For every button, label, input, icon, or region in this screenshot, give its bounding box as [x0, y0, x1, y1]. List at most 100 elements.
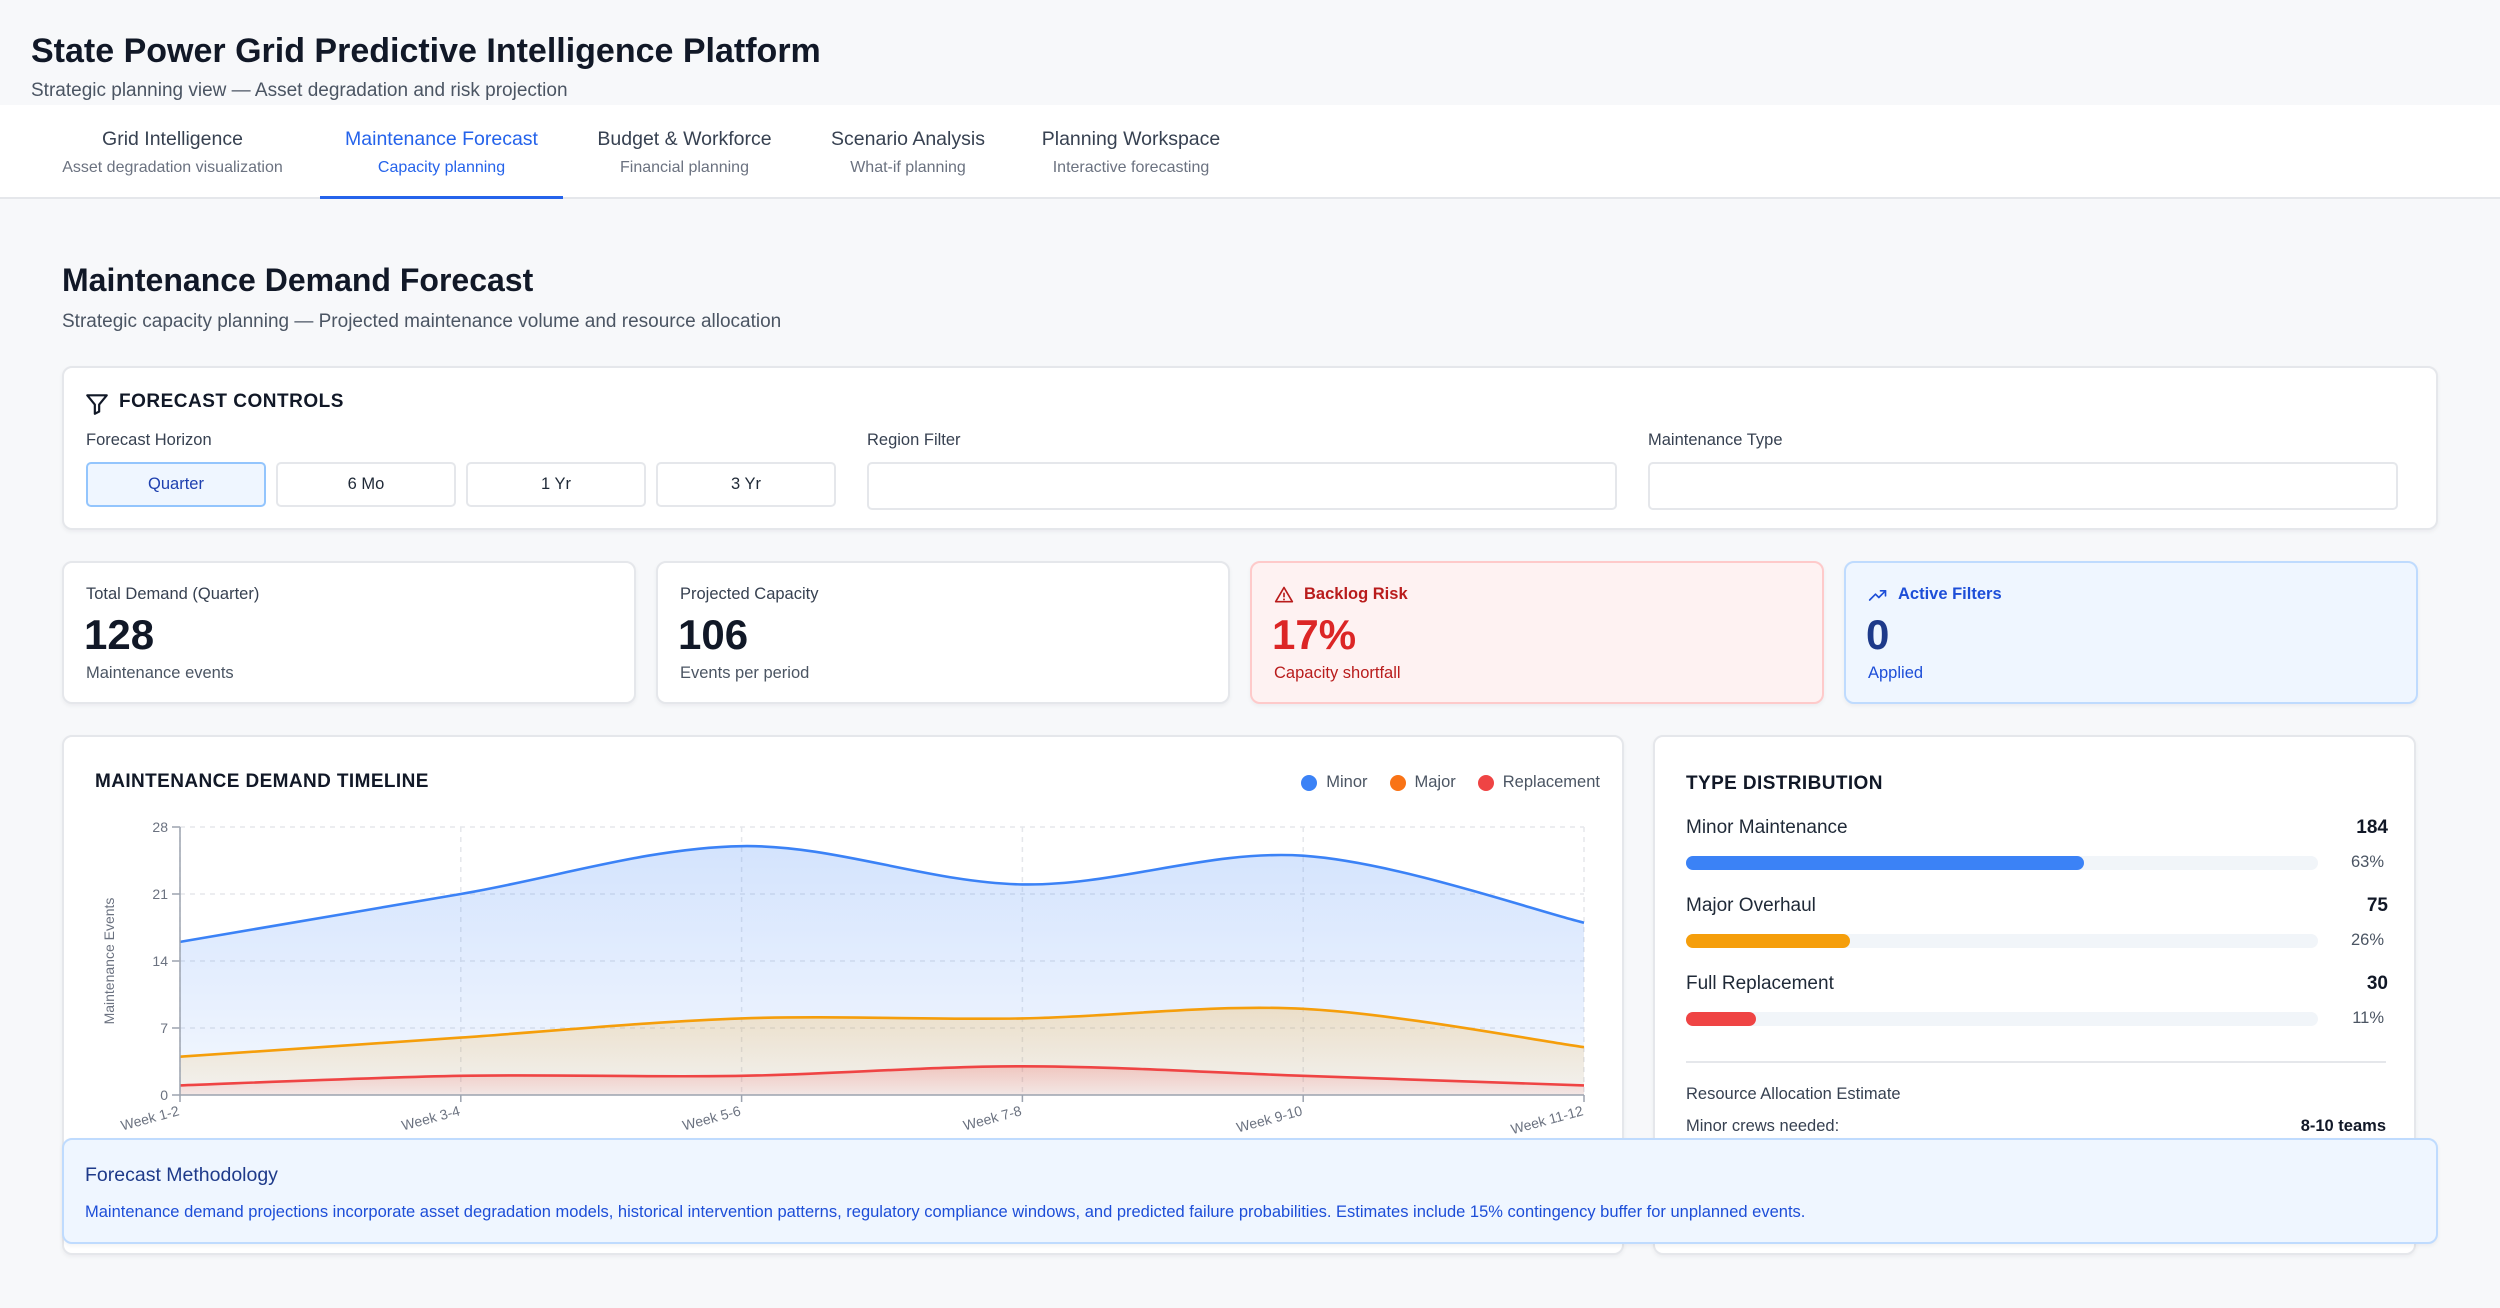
tab-sublabel: Asset degradation visualization: [62, 159, 283, 176]
kpi-label: Total Demand (Quarter): [86, 585, 260, 603]
horizon-6mo-button[interactable]: 6 Mo: [276, 462, 456, 507]
y-tick-label: 7: [160, 1020, 168, 1036]
series-line-minor: [179, 844, 1585, 944]
x-tick-label: Week 3-4: [400, 1102, 462, 1133]
resource-allocation-title: Resource Allocation Estimate: [1686, 1085, 1901, 1103]
type-row-count-replacement: 30: [2366, 973, 2388, 994]
demand-area-chart: 0 7 14 21 28 Week 1-2 Week 3-4 Week 5-6 Week 7-8…: [101, 819, 1585, 1137]
tab-grid-intelligence[interactable]: Grid Intelligence Asset degradation visu…: [45, 105, 300, 199]
page-subtitle: Strategic capacity planning — Projected …: [62, 311, 782, 332]
series-line-replacement: [179, 1064, 1585, 1087]
kpi-active-filters: Active Filters 0 Applied: [1844, 561, 2418, 704]
y-tick-label: 21: [152, 886, 168, 902]
region-filter-label: Region Filter: [867, 431, 961, 449]
type-row-label-minor: Minor Maintenance: [1686, 817, 1848, 838]
kpi-total-demand: Total Demand (Quarter) 128 Maintenance e…: [62, 561, 636, 704]
app-title: State Power Grid Predictive Intelligence…: [31, 32, 821, 70]
resource-label: Minor crews needed:: [1686, 1117, 1840, 1135]
kpi-label: Backlog Risk: [1304, 585, 1408, 603]
type-bar-fill: [1686, 1012, 1756, 1026]
tab-label: Planning Workspace: [1041, 128, 1221, 150]
series-line-major: [179, 1006, 1585, 1059]
type-row-bar-replacement: [1686, 1012, 2318, 1026]
trending-up-icon: [1868, 590, 1887, 601]
forecast-controls-panel: FORECAST CONTROLS Forecast Horizon Quart…: [62, 366, 2438, 530]
y-tick-label: 14: [152, 953, 168, 969]
type-row-pct-replacement: 11%: [2352, 1009, 2384, 1027]
kpi-label: Active Filters: [1898, 585, 2002, 603]
tab-label: Budget & Workforce: [597, 128, 772, 150]
kpi-unit: Maintenance events: [86, 664, 234, 682]
maintenance-type-label: Maintenance Type: [1648, 431, 1783, 449]
kpi-value: 106: [678, 611, 749, 658]
kpi-value: 0: [1866, 611, 1890, 658]
methodology-title: Forecast Methodology: [85, 1164, 278, 1186]
type-row-label-replacement: Full Replacement: [1686, 973, 1834, 994]
type-row-count-major: 75: [2366, 895, 2388, 916]
divider: [1686, 1061, 2386, 1063]
chart-legend: Minor Major Replacement: [1301, 773, 1600, 792]
tab-scenario-analysis[interactable]: Scenario Analysis What-if planning: [813, 105, 1003, 199]
tab-budget-workforce[interactable]: Budget & Workforce Financial planning: [583, 105, 786, 199]
kpi-label: Projected Capacity: [680, 585, 819, 603]
tab-label: Grid Intelligence: [102, 128, 243, 150]
maintenance-type-select[interactable]: [1648, 462, 2398, 510]
type-row-pct-major: 26%: [2350, 931, 2384, 949]
resource-value: 8-10 teams: [2300, 1117, 2386, 1135]
tab-maintenance-forecast[interactable]: Maintenance Forecast Capacity planning: [320, 105, 563, 199]
methodology-text: Maintenance demand projections incorpora…: [85, 1203, 1806, 1221]
tab-planning-workspace[interactable]: Planning Workspace Interactive forecasti…: [1030, 105, 1232, 199]
kpi-value: 128: [84, 611, 155, 658]
y-tick-label: 0: [160, 1087, 168, 1103]
controls-title: FORECAST CONTROLS: [119, 391, 344, 412]
legend-item-minor: Minor: [1301, 773, 1368, 792]
page-title: Maintenance Demand Forecast: [62, 262, 534, 298]
horizon-1yr-button[interactable]: 1 Yr: [466, 462, 646, 507]
x-tick-label: Week 1-2: [119, 1102, 181, 1133]
kpi-unit: Events per period: [680, 664, 810, 682]
kpi-projected-capacity: Projected Capacity 106 Events per period: [656, 561, 1230, 704]
tab-label: Maintenance Forecast: [345, 128, 538, 150]
legend-label: Replacement: [1502, 773, 1600, 791]
app-subtitle: Strategic planning view — Asset degradat…: [31, 80, 568, 101]
legend-item-replacement: Replacement: [1477, 773, 1600, 792]
type-row-count-minor: 184: [2356, 817, 2388, 838]
x-tick-label: Week 5-6: [681, 1102, 743, 1133]
legend-label: Minor: [1326, 773, 1368, 791]
x-tick-label: Week 11-12: [1509, 1102, 1585, 1137]
kpi-unit: Applied: [1868, 664, 1924, 682]
y-axis-label: Maintenance Events: [101, 898, 117, 1025]
type-bar-fill: [1686, 856, 2085, 870]
horizon-3yr-button[interactable]: 3 Yr: [656, 462, 836, 507]
region-filter-select[interactable]: [867, 462, 1617, 510]
type-row-bar-minor: [1686, 856, 2318, 870]
kpi-value: 17%: [1272, 611, 1357, 658]
type-row-bar-major: [1686, 934, 2318, 948]
tab-sublabel: What-if planning: [850, 159, 966, 176]
type-row-pct-minor: 63%: [2350, 853, 2384, 871]
tab-sublabel: Capacity planning: [377, 159, 506, 176]
horizon-label: Forecast Horizon: [86, 431, 212, 449]
legend-dot: [1389, 774, 1406, 791]
type-bar-fill: [1686, 934, 1851, 948]
x-tick-label: Week 9-10: [1235, 1102, 1304, 1135]
app-header: State Power Grid Predictive Intelligence…: [0, 0, 2500, 105]
forecast-methodology-banner: Forecast Methodology Maintenance demand …: [62, 1138, 2438, 1244]
resource-row: Minor crews needed: 8-10 teams: [1686, 1117, 2386, 1136]
tab-sublabel: Financial planning: [620, 159, 749, 176]
y-tick-label: 28: [152, 819, 168, 835]
legend-dot: [1477, 774, 1494, 791]
kpi-backlog-risk: Backlog Risk 17% Capacity shortfall: [1250, 561, 1824, 704]
legend-dot: [1301, 774, 1318, 791]
legend-item-major: Major: [1389, 773, 1456, 792]
legend-label: Major: [1414, 773, 1456, 791]
chart-title: MAINTENANCE DEMAND TIMELINE: [95, 771, 429, 792]
tab-label: Scenario Analysis: [831, 128, 985, 150]
horizon-quarter-button[interactable]: Quarter: [86, 462, 266, 507]
type-row-label-major: Major Overhaul: [1686, 895, 1816, 916]
warning-icon: [1274, 586, 1294, 603]
kpi-unit: Capacity shortfall: [1274, 664, 1401, 682]
tab-sublabel: Interactive forecasting: [1052, 159, 1210, 176]
x-tick-label: Week 7-8: [961, 1102, 1023, 1133]
type-distribution-title: TYPE DISTRIBUTION: [1686, 773, 1883, 794]
